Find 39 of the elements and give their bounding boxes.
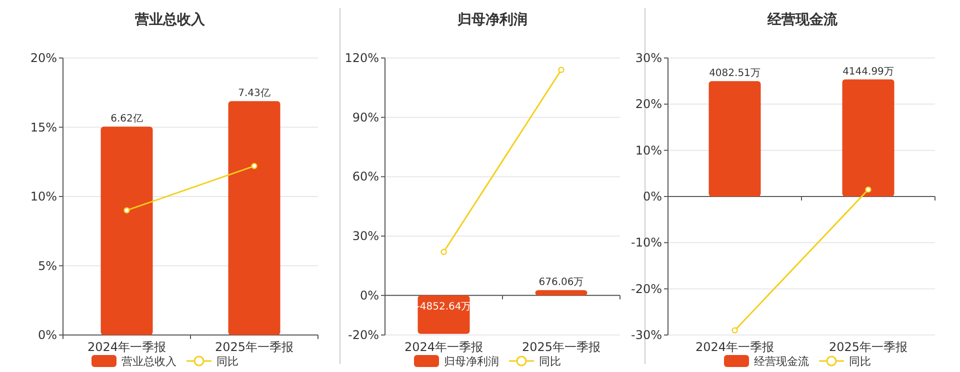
y-tick-label: 20% [635, 97, 662, 112]
y-tick-label: 15% [30, 120, 57, 134]
y-tick-label: 10% [635, 143, 662, 158]
legend-label: 同比 [216, 355, 238, 368]
x-tick-label: 2024年一季报 [695, 340, 774, 354]
y-tick-label: 0% [38, 328, 57, 342]
data-label: 4082.51万 [709, 68, 760, 80]
x-tick-label: 2025年一季报 [522, 340, 601, 354]
data-label: 676.06万 [538, 277, 584, 288]
legend-label: 营业总收入 [122, 355, 176, 368]
legend-label: 经营现金流 [754, 355, 809, 368]
y-tick-label: 60% [352, 170, 379, 184]
data-label: 4144.99万 [842, 66, 894, 78]
y-tick-label: 30% [635, 51, 662, 65]
data-label: 6.62亿 [110, 114, 143, 125]
y-tick-label: 20% [30, 51, 57, 65]
y-tick-label: 30% [352, 229, 379, 244]
y-tick-label: -20% [348, 328, 379, 342]
y-tick-label: 0% [642, 190, 662, 204]
y-tick-label: 10% [30, 190, 57, 204]
data-label: 7.43亿 [238, 88, 270, 100]
y-tick-label: 90% [352, 110, 379, 124]
y-tick-label: -20% [630, 282, 662, 296]
y-tick-label: 5% [38, 258, 57, 273]
y-tick-label: 120% [344, 51, 379, 65]
x-tick-label: 2025年一季报 [214, 340, 294, 354]
chart-title: 营业总收入 [134, 12, 206, 28]
legend-label: 同比 [849, 355, 871, 368]
y-tick-label: -30% [630, 328, 662, 342]
legend-label: 同比 [539, 355, 561, 368]
y-tick-label: 0% [360, 288, 379, 302]
y-tick-label: -10% [630, 236, 662, 250]
x-tick-label: 2025年一季报 [828, 340, 908, 354]
legend-label: 归母净利润 [444, 355, 499, 368]
data-label: -4852.64万 [416, 301, 472, 312]
chart-title: 归母净利润 [456, 11, 528, 28]
chart-title: 经营现金流 [766, 11, 838, 28]
x-tick-label: 2024年一季报 [404, 340, 484, 354]
x-tick-label: 2024年一季报 [87, 340, 166, 354]
